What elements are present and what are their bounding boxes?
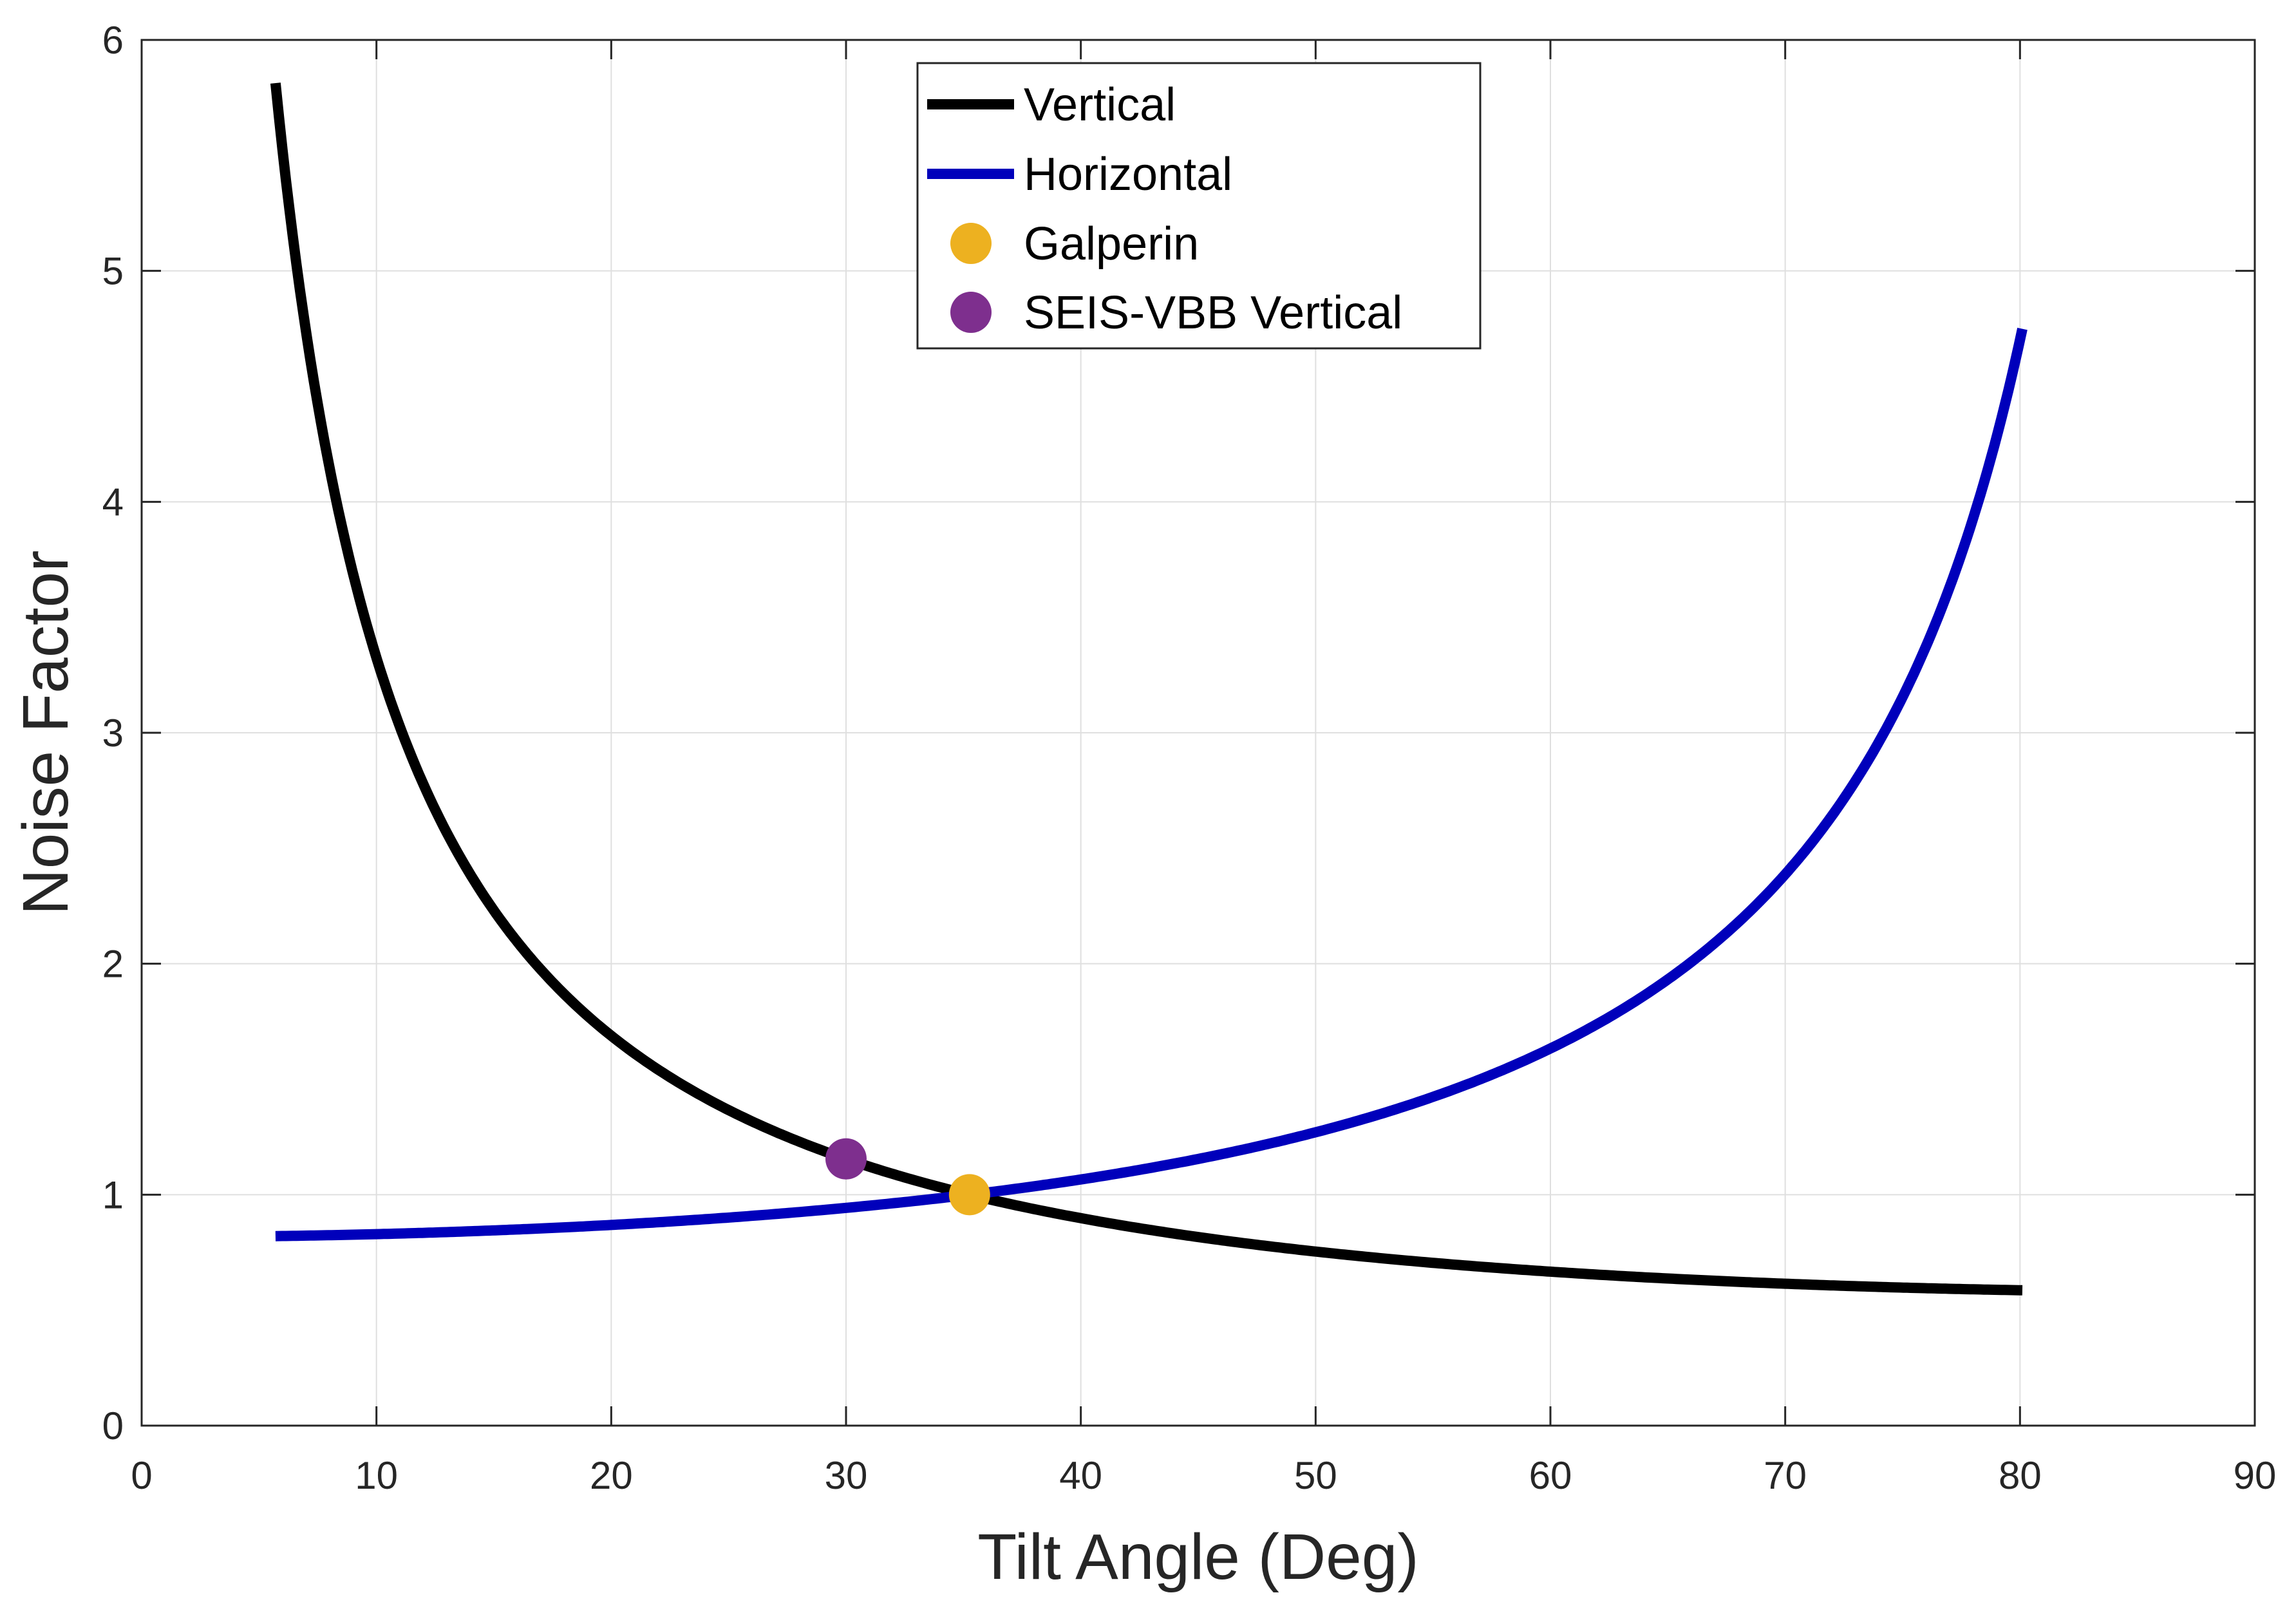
x-tick-label: 10: [355, 1454, 398, 1497]
series-line-vertical: [270, 82, 2024, 1296]
legend: Vertical Horizontal Galperin SEIS-VBB Ve…: [916, 62, 1482, 350]
x-tick-label: 40: [1059, 1454, 1102, 1497]
series-lines: [270, 82, 2028, 1296]
legend-label-galperin: Galperin: [1024, 218, 1199, 270]
legend-label-seis-vbb-vertical: SEIS-VBB Vertical: [1024, 287, 1402, 339]
x-tick-label: 0: [131, 1454, 152, 1497]
legend-marker-galperin: [950, 223, 992, 264]
legend-box: [916, 62, 1482, 350]
y-tick-label: 3: [102, 712, 124, 755]
data-point-seis-vbb-vertical: [825, 1138, 867, 1180]
x-axis-ticks: 0 10 20 30 40 50 60 70 80 90: [131, 40, 2276, 1497]
y-tick-label: 5: [102, 250, 124, 293]
legend-marker-seis-vbb-vertical: [950, 292, 992, 333]
legend-label-vertical: Vertical: [1024, 79, 1176, 131]
x-tick-label: 80: [1999, 1454, 2042, 1497]
series-line-horizontal: [274, 328, 2028, 1241]
y-grid-lines: [142, 270, 2255, 1196]
x-tick-label: 50: [1294, 1454, 1337, 1497]
x-tick-label: 70: [1764, 1454, 1807, 1497]
y-tick-label: 2: [102, 943, 124, 986]
x-tick-label: 90: [2234, 1454, 2277, 1497]
y-tick-label: 1: [102, 1173, 124, 1216]
y-axis-title: Noise Factor: [10, 551, 82, 916]
x-tick-label: 20: [590, 1454, 633, 1497]
x-tick-label: 30: [825, 1454, 868, 1497]
legend-label-horizontal: Horizontal: [1024, 149, 1232, 200]
y-tick-label: 4: [102, 480, 124, 524]
x-tick-label: 60: [1529, 1454, 1572, 1497]
x-axis-title: Tilt Angle (Deg): [977, 1521, 1418, 1593]
y-axis-ticks: 0 1 2 3 4 5 6: [102, 19, 2255, 1448]
y-tick-label: 0: [102, 1404, 124, 1448]
data-point-galperin: [948, 1174, 990, 1216]
series-markers: [825, 1138, 990, 1216]
y-tick-label: 6: [102, 19, 124, 62]
